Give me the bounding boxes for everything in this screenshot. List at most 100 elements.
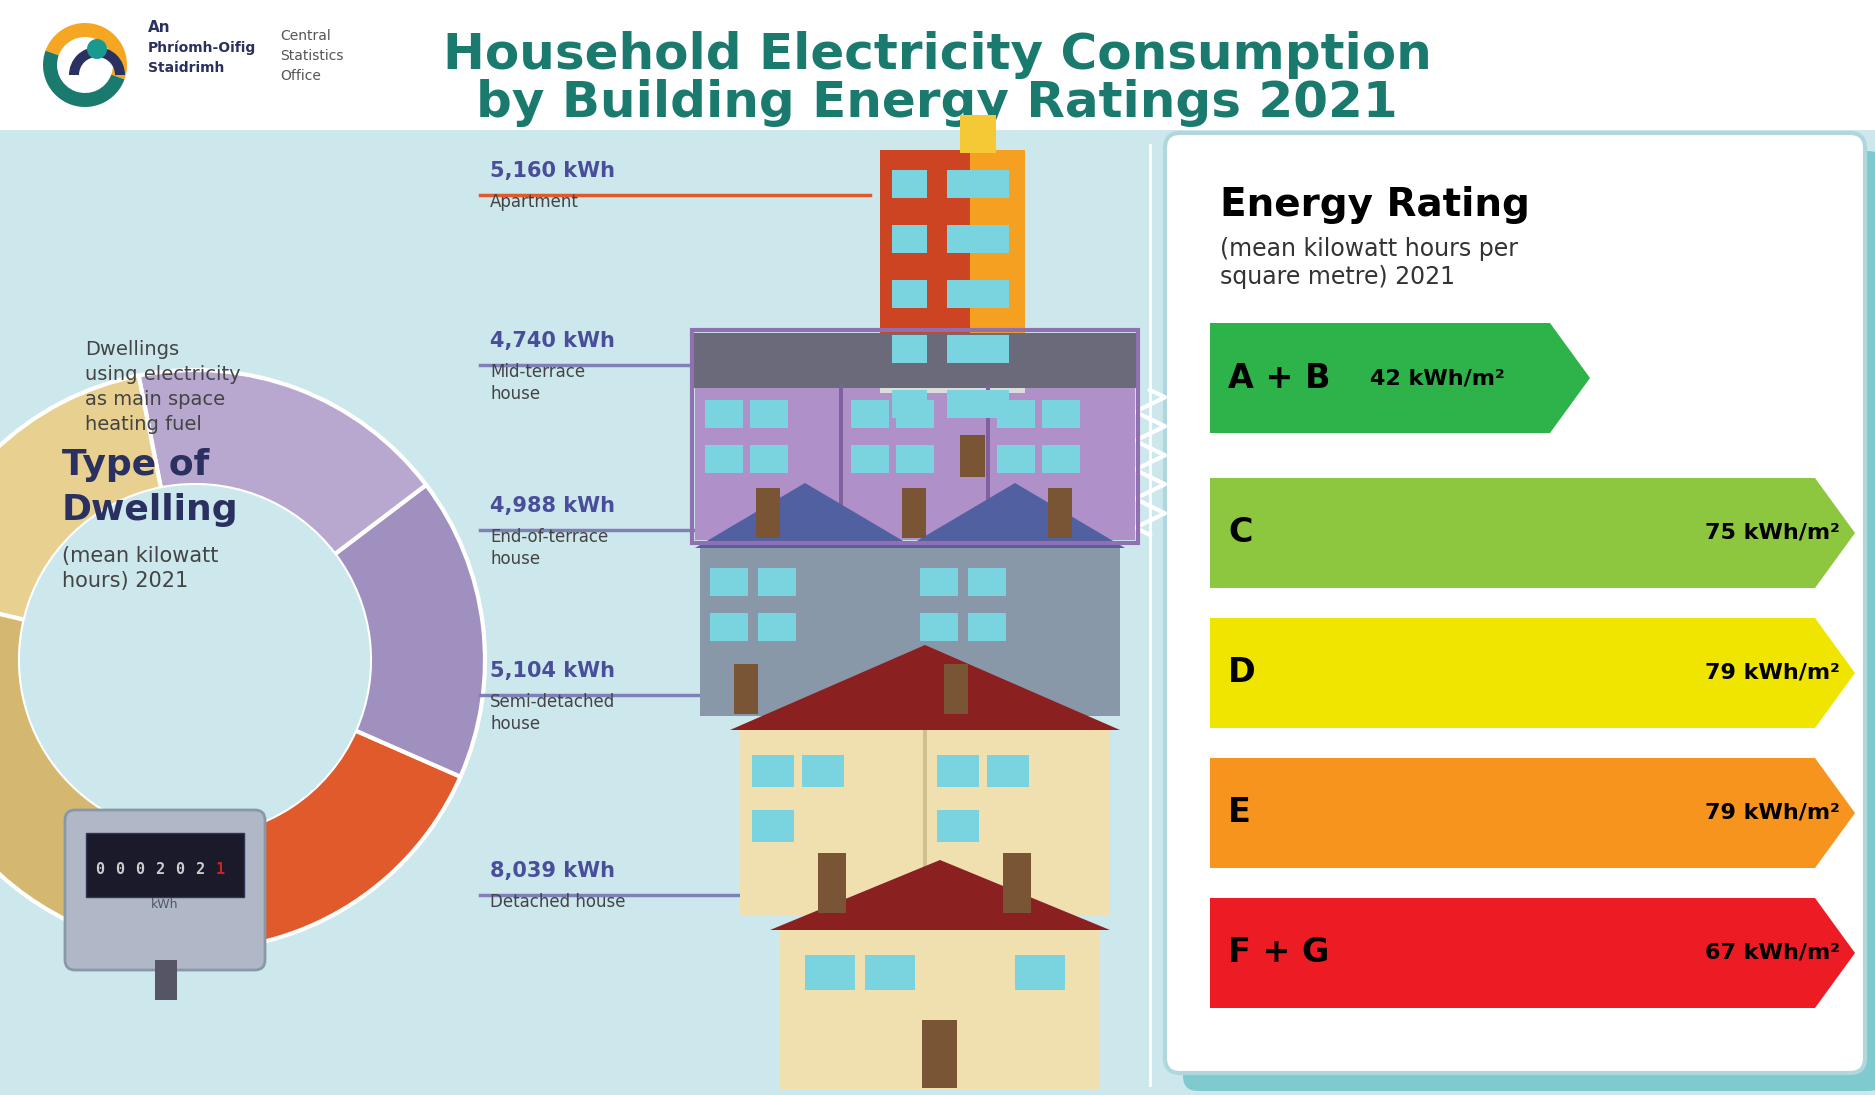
Bar <box>1003 853 1031 913</box>
Bar <box>838 385 844 540</box>
Bar <box>947 170 982 198</box>
Text: 2: 2 <box>195 863 204 877</box>
Text: Dwelling: Dwelling <box>62 493 238 527</box>
Text: using electricity: using electricity <box>84 365 240 384</box>
Wedge shape <box>0 593 195 950</box>
Text: Dwellings: Dwellings <box>84 341 180 359</box>
Bar <box>741 730 1110 915</box>
Text: End-of-terrace: End-of-terrace <box>489 528 608 546</box>
Bar <box>975 335 1009 364</box>
Bar <box>705 400 742 428</box>
Bar <box>802 754 844 787</box>
Wedge shape <box>45 23 128 79</box>
Bar <box>938 810 979 842</box>
Bar <box>0 0 1875 130</box>
Polygon shape <box>1209 479 1854 588</box>
Bar <box>975 170 1009 198</box>
Bar <box>922 1021 956 1088</box>
Bar <box>998 445 1035 473</box>
Polygon shape <box>696 483 915 548</box>
Text: D: D <box>1228 657 1256 690</box>
Polygon shape <box>771 860 1110 930</box>
Bar <box>699 548 1119 716</box>
Wedge shape <box>69 47 126 74</box>
Bar <box>711 613 748 641</box>
Bar <box>156 960 176 1000</box>
Bar <box>1014 955 1065 990</box>
Text: Phríomh-Oifig: Phríomh-Oifig <box>148 41 257 55</box>
Text: Staidrimh: Staidrimh <box>148 61 225 74</box>
Bar <box>733 664 758 714</box>
Bar <box>750 445 787 473</box>
Wedge shape <box>0 376 161 620</box>
Text: Apartment: Apartment <box>489 193 579 211</box>
Bar <box>921 568 958 596</box>
Text: 0: 0 <box>135 863 144 877</box>
Text: 79 kWh/m²: 79 kWh/m² <box>1704 803 1839 823</box>
Bar <box>975 224 1009 253</box>
Bar <box>960 115 996 153</box>
Text: 8,039 kWh: 8,039 kWh <box>489 861 615 881</box>
Bar <box>947 224 982 253</box>
Bar <box>705 445 742 473</box>
Text: 0: 0 <box>96 863 105 877</box>
Text: (mean kilowatt: (mean kilowatt <box>62 546 218 566</box>
Text: 75 kWh/m²: 75 kWh/m² <box>1704 523 1839 543</box>
Bar <box>892 390 926 418</box>
Bar <box>752 754 793 787</box>
Polygon shape <box>1209 758 1854 868</box>
Bar <box>975 280 1009 308</box>
Bar <box>690 333 1140 388</box>
Text: 67 kWh/m²: 67 kWh/m² <box>1704 943 1839 963</box>
Bar <box>947 280 982 308</box>
Bar <box>692 330 1138 543</box>
Text: 79 kWh/m²: 79 kWh/m² <box>1704 662 1839 683</box>
Text: 42 kWh/m²: 42 kWh/m² <box>1371 368 1506 388</box>
Bar <box>892 170 926 198</box>
Bar <box>864 955 915 990</box>
Text: 0: 0 <box>116 863 124 877</box>
Text: 0: 0 <box>176 863 184 877</box>
FancyBboxPatch shape <box>66 810 264 970</box>
Text: 4,988 kWh: 4,988 kWh <box>489 496 615 516</box>
Bar <box>892 224 926 253</box>
Bar <box>1048 488 1072 538</box>
Text: Detached house: Detached house <box>489 894 626 911</box>
Text: (mean kilowatt hours per: (mean kilowatt hours per <box>1221 237 1519 261</box>
Bar <box>696 385 1134 540</box>
Polygon shape <box>1209 898 1854 1008</box>
Bar <box>968 568 1007 596</box>
Bar <box>975 390 1009 418</box>
Text: Semi-detached: Semi-detached <box>489 693 615 711</box>
Polygon shape <box>906 483 1125 548</box>
Bar <box>998 400 1035 428</box>
Polygon shape <box>729 645 1119 730</box>
Text: kWh: kWh <box>152 899 178 911</box>
Text: square metre) 2021: square metre) 2021 <box>1221 265 1455 289</box>
Bar <box>1042 400 1080 428</box>
FancyBboxPatch shape <box>1183 151 1875 1091</box>
Text: house: house <box>489 550 540 568</box>
Text: as main space: as main space <box>84 390 225 410</box>
Bar <box>986 754 1029 787</box>
Bar <box>902 488 926 538</box>
Bar <box>896 445 934 473</box>
Wedge shape <box>43 50 124 107</box>
Bar <box>960 435 984 477</box>
Bar <box>922 730 926 915</box>
Wedge shape <box>139 370 426 554</box>
Polygon shape <box>1209 618 1854 728</box>
Circle shape <box>86 39 107 59</box>
Text: Type of: Type of <box>62 448 210 482</box>
FancyBboxPatch shape <box>1164 132 1866 1073</box>
Bar <box>986 385 990 540</box>
Text: house: house <box>489 385 540 403</box>
Text: C: C <box>1228 517 1252 550</box>
Bar <box>938 754 979 787</box>
Bar <box>756 488 780 538</box>
Bar <box>851 400 889 428</box>
Text: F + G: F + G <box>1228 936 1329 969</box>
Text: Household Electricity Consumption: Household Electricity Consumption <box>442 31 1431 79</box>
Bar <box>818 853 846 913</box>
Wedge shape <box>195 730 461 950</box>
